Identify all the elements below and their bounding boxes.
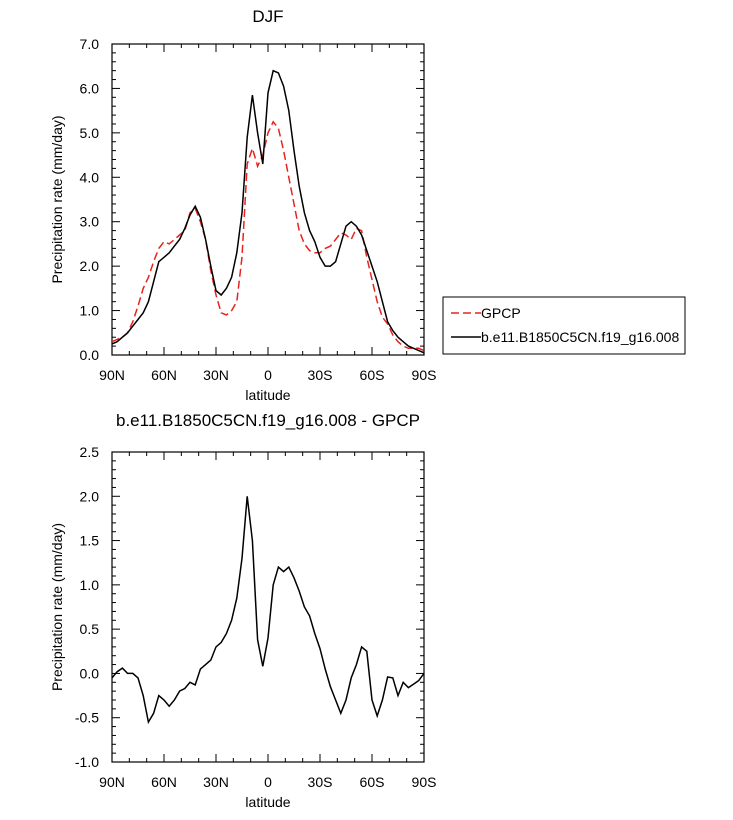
y-tick-label: 1.5 bbox=[80, 533, 100, 549]
y-tick-label: 0.5 bbox=[80, 621, 100, 637]
x-tick-label: 30S bbox=[308, 774, 333, 790]
x-tick-label: 30S bbox=[308, 367, 333, 383]
chart-1: DJF 0.0 1.0 2.0 3.0 4.0 5.0 6.0 7.0 90N 60N 30N 0 30S… bbox=[49, 7, 686, 403]
y-tick-label: 0.0 bbox=[80, 665, 100, 681]
y-tick-label: -1.0 bbox=[75, 754, 99, 770]
y-tick-label: 1.0 bbox=[80, 577, 100, 593]
y-tick-label: 3.0 bbox=[80, 214, 100, 230]
y-tick-label: 4.0 bbox=[80, 169, 100, 185]
y-tick-label: 2.0 bbox=[80, 258, 100, 274]
x-tick-label: 90S bbox=[412, 774, 437, 790]
chart-title: DJF bbox=[252, 7, 283, 26]
legend: GPCP b.e11.B1850C5CN.f19_g16.008 bbox=[442, 296, 686, 355]
legend-box bbox=[442, 296, 686, 355]
x-tick-label: 0 bbox=[264, 367, 272, 383]
x-tick-label: 60N bbox=[151, 774, 177, 790]
y-axis-label: Precipitation rate (mm/day) bbox=[49, 115, 65, 283]
y-tick-label: 5.0 bbox=[80, 125, 100, 141]
y-axis-label: Precipitation rate (mm/day) bbox=[49, 523, 65, 691]
x-tick-label: 60N bbox=[151, 367, 177, 383]
series-line-1 bbox=[112, 496, 424, 725]
legend-entry-2: b.e11.B1850C5CN.f19_g16.008 bbox=[481, 329, 679, 345]
y-tick-label: 2.0 bbox=[80, 488, 100, 504]
x-axis-label: latitude bbox=[245, 387, 290, 403]
chart-2: b.e11.B1850C5CN.f19_g16.008 - GPCP -1.0 -0… bbox=[49, 411, 436, 810]
legend-entry-1: GPCP bbox=[481, 305, 521, 321]
x-tick-label: 60S bbox=[360, 367, 385, 383]
y-tick-label: -0.5 bbox=[75, 710, 99, 726]
y-tick-label: 0.0 bbox=[80, 347, 100, 363]
y-tick-label: 7.0 bbox=[80, 36, 100, 52]
series-line-1 bbox=[112, 120, 424, 352]
y-tick-label: 1.0 bbox=[80, 303, 100, 319]
x-tick-label: 60S bbox=[360, 774, 385, 790]
x-tick-label: 30N bbox=[203, 774, 229, 790]
x-tick-label: 30N bbox=[203, 367, 229, 383]
chart-title: b.e11.B1850C5CN.f19_g16.008 - GPCP bbox=[116, 411, 420, 430]
x-tick-label: 90N bbox=[99, 774, 125, 790]
y-tick-label: 6.0 bbox=[80, 80, 100, 96]
x-axis-label: latitude bbox=[245, 794, 290, 810]
series-line-2 bbox=[112, 69, 424, 354]
y-tick-label: 2.5 bbox=[80, 444, 100, 460]
x-tick-label: 90N bbox=[99, 367, 125, 383]
x-tick-label: 0 bbox=[264, 774, 272, 790]
x-tick-label: 90S bbox=[412, 367, 437, 383]
